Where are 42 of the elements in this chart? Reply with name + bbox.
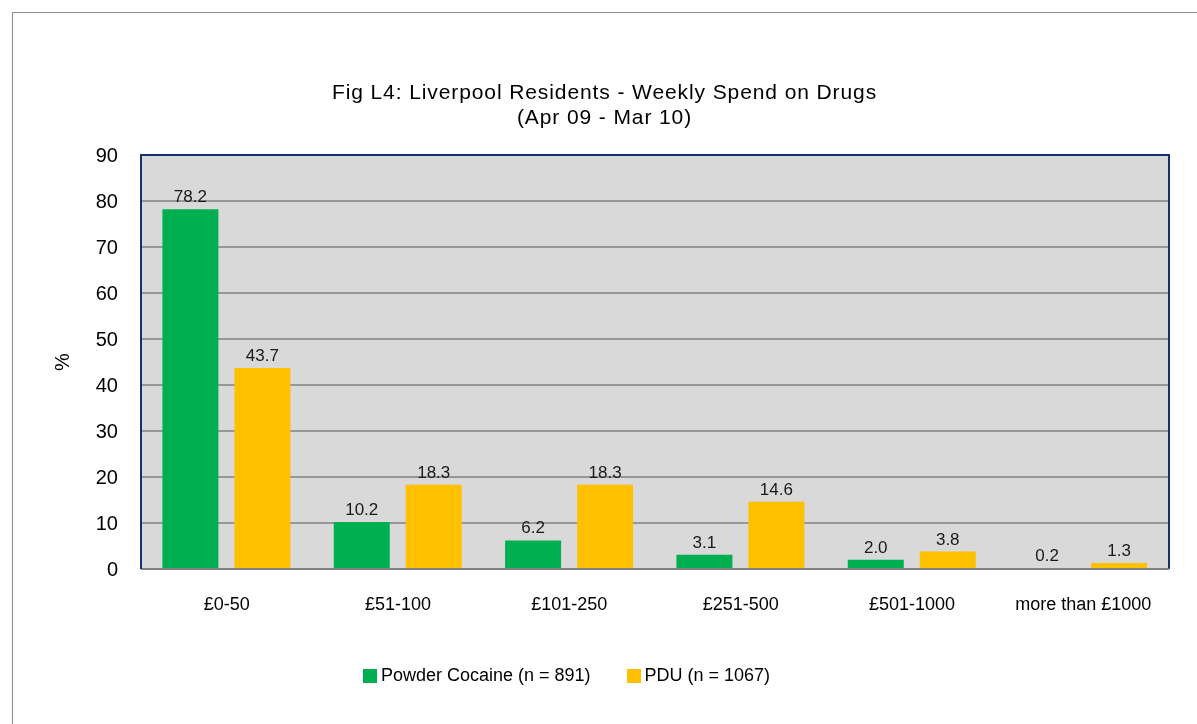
y-tick-label: 30: [95, 420, 118, 443]
data-label: 0.2: [1035, 546, 1059, 566]
bar: [333, 522, 390, 569]
legend-label: PDU (n = 1067): [644, 665, 771, 685]
bar: [577, 484, 634, 569]
bar: [505, 540, 562, 569]
x-tick-label: £0-50: [203, 593, 250, 614]
data-label: 14.6: [759, 479, 793, 499]
data-label: 43.7: [245, 345, 279, 365]
y-tick-label: 60: [95, 282, 118, 305]
y-tick-label: 80: [95, 190, 118, 213]
y-tick-label: 40: [95, 374, 118, 397]
bar: [162, 209, 219, 569]
y-tick-label: 90: [95, 144, 118, 167]
x-tick-label: more than £1000: [1015, 593, 1152, 614]
bar: [405, 484, 462, 569]
chart-title: Fig L4: Liverpool Residents - Weekly Spend on Drugs: [330, 79, 879, 104]
x-tick-label: £251-500: [702, 593, 779, 614]
data-label: 6.2: [521, 518, 545, 538]
data-label: 1.3: [1107, 541, 1131, 561]
bar: [234, 367, 291, 569]
data-label: 18.3: [588, 462, 622, 482]
chart-subtitle: (Apr 09 - Mar 10): [515, 104, 694, 129]
y-tick-label: 10: [95, 512, 118, 535]
y-tick-label: 50: [95, 328, 118, 351]
data-label: 10.2: [345, 500, 379, 520]
data-label: 18.3: [417, 462, 451, 482]
bar: [676, 554, 733, 569]
bar: [748, 501, 805, 569]
y-tick-label: 0: [106, 558, 118, 581]
y-tick-label: 20: [95, 466, 118, 489]
x-tick-label: £101-250: [531, 593, 608, 614]
x-tick-label: £501-1000: [868, 593, 956, 614]
data-label: 2.0: [863, 537, 888, 557]
data-label: 3.8: [935, 529, 960, 549]
bar: [919, 551, 976, 569]
y-axis-title: %: [51, 352, 73, 371]
y-tick-label: 70: [95, 236, 118, 259]
x-tick-label: £51-100: [364, 593, 432, 614]
data-label: 3.1: [692, 532, 717, 552]
data-label: 78.2: [173, 187, 207, 207]
legend-label: Powder Cocaine (n = 891): [380, 665, 591, 685]
